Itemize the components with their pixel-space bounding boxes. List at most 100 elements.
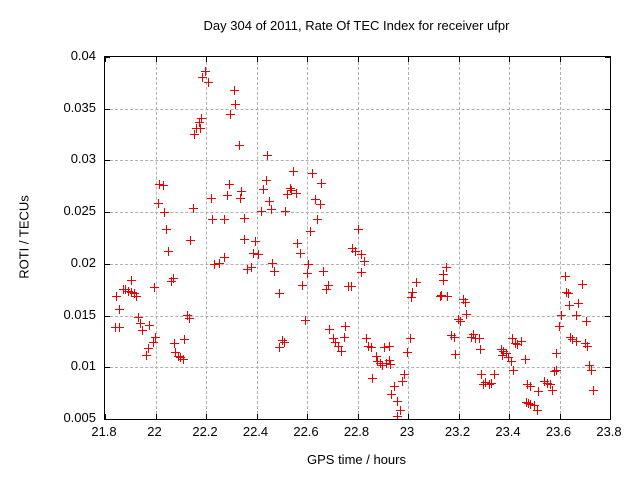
- data-point-marker: [115, 304, 125, 314]
- data-point-marker: [142, 351, 152, 361]
- data-point-marker: [363, 342, 373, 352]
- data-point-marker: [561, 288, 571, 298]
- y-tick-label: 0.015: [63, 306, 96, 322]
- x-tick-label: 22: [147, 424, 162, 439]
- data-point-marker: [408, 288, 418, 298]
- data-point-marker: [521, 397, 531, 407]
- data-point-marker: [226, 110, 236, 120]
- y-tick-label: 0.01: [70, 358, 96, 374]
- data-point-marker: [149, 337, 159, 347]
- data-point-marker: [275, 343, 285, 353]
- data-point-marker: [136, 319, 146, 329]
- data-point-marker: [513, 340, 523, 350]
- data-point-marker: [149, 283, 159, 293]
- data-point-marker: [315, 200, 325, 210]
- data-point-marker: [368, 374, 378, 384]
- data-point-marker: [583, 342, 593, 352]
- data-point-marker: [543, 379, 553, 389]
- data-point-marker: [378, 360, 388, 370]
- data-point-marker: [328, 333, 338, 343]
- data-point-marker: [115, 323, 125, 333]
- data-point-marker: [407, 293, 417, 303]
- x-tick-mark-top: [307, 57, 308, 62]
- data-point-marker: [487, 379, 497, 389]
- vertical-gridline: [509, 57, 510, 419]
- data-point-marker: [296, 249, 306, 258]
- data-point-marker: [499, 347, 509, 357]
- vertical-gridline: [155, 57, 157, 419]
- data-point-marker: [155, 179, 165, 189]
- data-point-marker: [280, 206, 290, 216]
- data-point-marker: [392, 396, 402, 406]
- data-point-marker: [298, 281, 308, 291]
- y-tick-label: 0.005: [63, 410, 96, 425]
- data-point-marker: [435, 292, 445, 302]
- x-tick-label: 23: [399, 424, 415, 439]
- x-tick-mark-top: [155, 57, 157, 62]
- data-point-marker: [565, 332, 575, 342]
- data-point-marker: [306, 227, 316, 237]
- data-point-marker: [162, 225, 172, 235]
- data-point-marker: [159, 207, 169, 217]
- data-point-marker: [308, 169, 318, 179]
- data-point-marker: [360, 257, 370, 267]
- data-point-marker: [331, 337, 341, 347]
- data-point-marker: [236, 194, 246, 204]
- data-point-marker: [254, 250, 264, 260]
- y-tick-mark-left: [105, 367, 110, 369]
- data-point-marker: [539, 377, 549, 387]
- data-point-marker: [563, 289, 573, 299]
- y-tick-mark-right: [605, 57, 610, 58]
- y-tick-label: 0.025: [63, 203, 96, 219]
- y-tick-mark-left: [105, 108, 110, 110]
- y-tick-mark-left: [105, 57, 110, 58]
- y-tick-label: 0.02: [70, 254, 96, 270]
- y-tick-label: 0.03: [70, 151, 96, 167]
- x-tick-mark-bottom: [559, 414, 561, 419]
- data-point-marker: [126, 288, 136, 298]
- data-point-marker: [319, 266, 329, 276]
- x-tick-label: 22.4: [242, 424, 269, 439]
- data-point-marker: [340, 332, 350, 342]
- data-point-marker: [476, 345, 486, 355]
- data-point-marker: [361, 333, 371, 343]
- data-point-marker: [176, 353, 186, 363]
- y-tick-mark-left: [105, 160, 110, 162]
- data-point-marker: [194, 117, 204, 127]
- data-point-marker: [287, 185, 297, 195]
- data-point-marker: [275, 289, 285, 299]
- data-point-marker: [384, 342, 394, 352]
- data-point-marker: [163, 246, 173, 256]
- data-point-marker: [178, 354, 188, 364]
- data-point-marker: [560, 271, 570, 281]
- data-point-marker: [222, 191, 232, 201]
- data-point-marker: [477, 370, 487, 380]
- x-tick-mark-bottom: [509, 414, 510, 419]
- data-point-marker: [167, 276, 177, 286]
- data-point-marker: [545, 380, 555, 390]
- x-tick-mark-top: [256, 57, 258, 62]
- data-point-marker: [348, 243, 358, 253]
- chart-title: Day 304 of 2011, Rate Of TEC Index for r…: [203, 18, 510, 33]
- x-tick-mark-bottom: [256, 414, 258, 419]
- data-point-marker: [121, 285, 131, 295]
- x-tick-mark-bottom: [206, 414, 207, 419]
- y-tick-mark-right: [605, 263, 610, 265]
- data-point-marker: [496, 345, 506, 355]
- data-point-marker: [347, 282, 357, 292]
- data-point-marker: [503, 353, 513, 363]
- x-axis-title: GPS time / hours: [307, 452, 406, 467]
- data-point-marker: [501, 349, 511, 359]
- horizontal-gridline: [105, 212, 610, 214]
- data-point-marker: [239, 213, 249, 223]
- data-point-marker: [454, 315, 463, 325]
- x-tick-label: 22.2: [192, 424, 218, 439]
- x-tick-label: 23.4: [495, 424, 521, 439]
- data-point-marker: [303, 260, 313, 270]
- data-point-marker: [289, 167, 299, 177]
- data-point-marker: [574, 298, 584, 308]
- data-point-marker: [449, 332, 459, 342]
- horizontal-gridline: [105, 263, 610, 265]
- data-point-marker: [258, 184, 268, 194]
- x-tick-mark-top: [458, 57, 460, 62]
